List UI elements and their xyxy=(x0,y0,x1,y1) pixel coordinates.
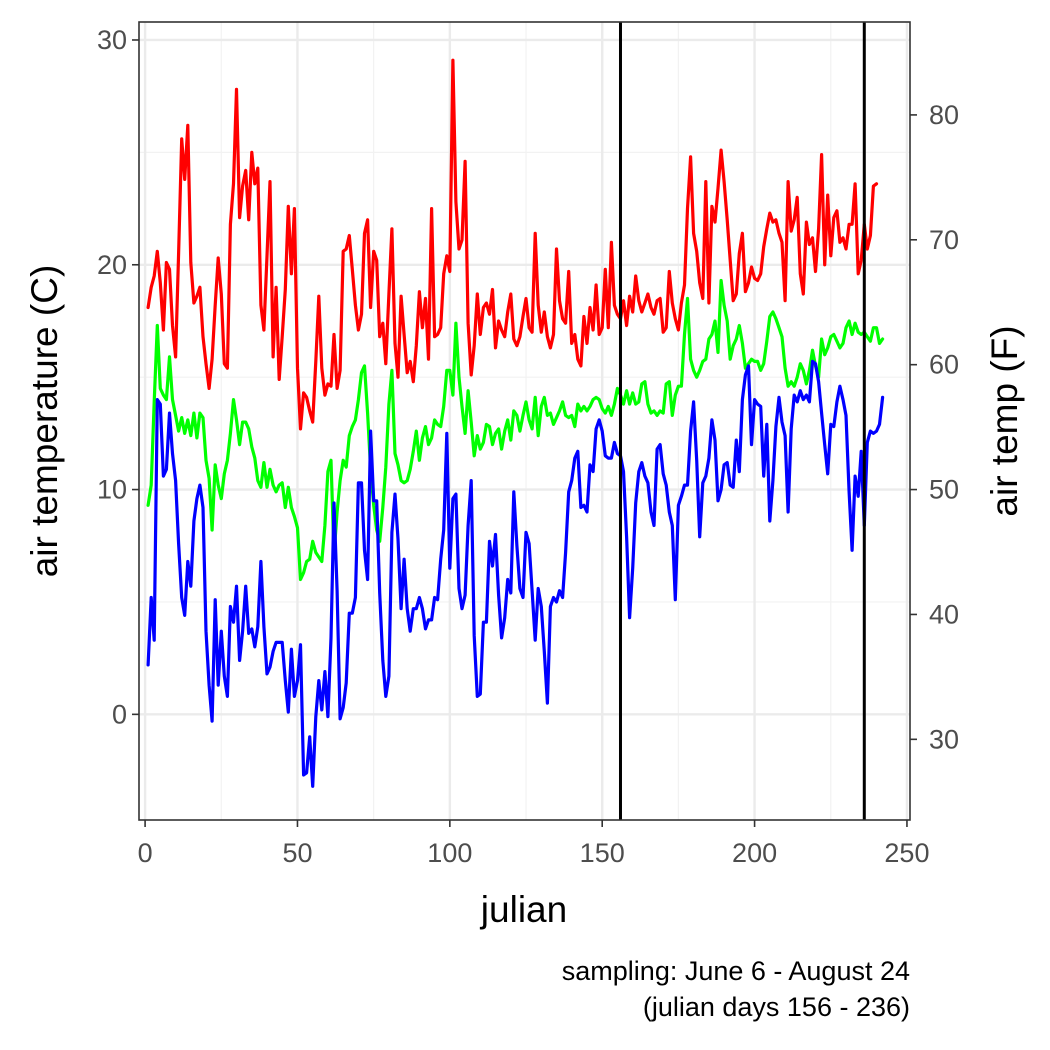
reference-lines xyxy=(618,22,866,820)
y-tick-label: 10 xyxy=(97,475,127,505)
y-right-tick-label: 40 xyxy=(929,599,959,629)
caption-line-2: (julian days 156 - 236) xyxy=(643,992,910,1022)
plot-panel-border xyxy=(138,21,911,821)
y-right-tick-label: 60 xyxy=(929,350,959,380)
series-line-1 xyxy=(146,58,879,431)
x-axis-title: julian xyxy=(480,889,567,930)
y-axis-title: air temperature (C) xyxy=(24,265,65,578)
y-tick-label: 30 xyxy=(97,25,127,55)
x-tick-label: 100 xyxy=(427,838,472,868)
y-right-tick-label: 80 xyxy=(929,100,959,130)
y-axis-right-title: air temp (F) xyxy=(984,325,1025,516)
x-tick-label: 200 xyxy=(732,838,777,868)
x-tick-label: 250 xyxy=(884,838,929,868)
series-lines xyxy=(146,58,885,788)
y-right-tick-label: 30 xyxy=(929,724,959,754)
y-right-tick-label: 70 xyxy=(929,225,959,255)
right-y-axis: 30 40 50 60 70 80 xyxy=(910,100,959,754)
y-tick-label: 20 xyxy=(97,250,127,280)
series-line-2 xyxy=(146,278,885,582)
left-y-axis: 0 10 20 30 xyxy=(97,25,139,729)
y-tick-label: 0 xyxy=(112,699,127,729)
y-right-tick-label: 50 xyxy=(929,475,959,505)
series-line-3 xyxy=(146,359,885,788)
x-tick-label: 0 xyxy=(138,838,153,868)
x-axis: 0 50 100 150 200 250 xyxy=(138,820,929,868)
x-tick-label: 50 xyxy=(282,838,312,868)
x-tick-label: 150 xyxy=(580,838,625,868)
caption-line-1: sampling: June 6 - August 24 xyxy=(562,956,910,986)
